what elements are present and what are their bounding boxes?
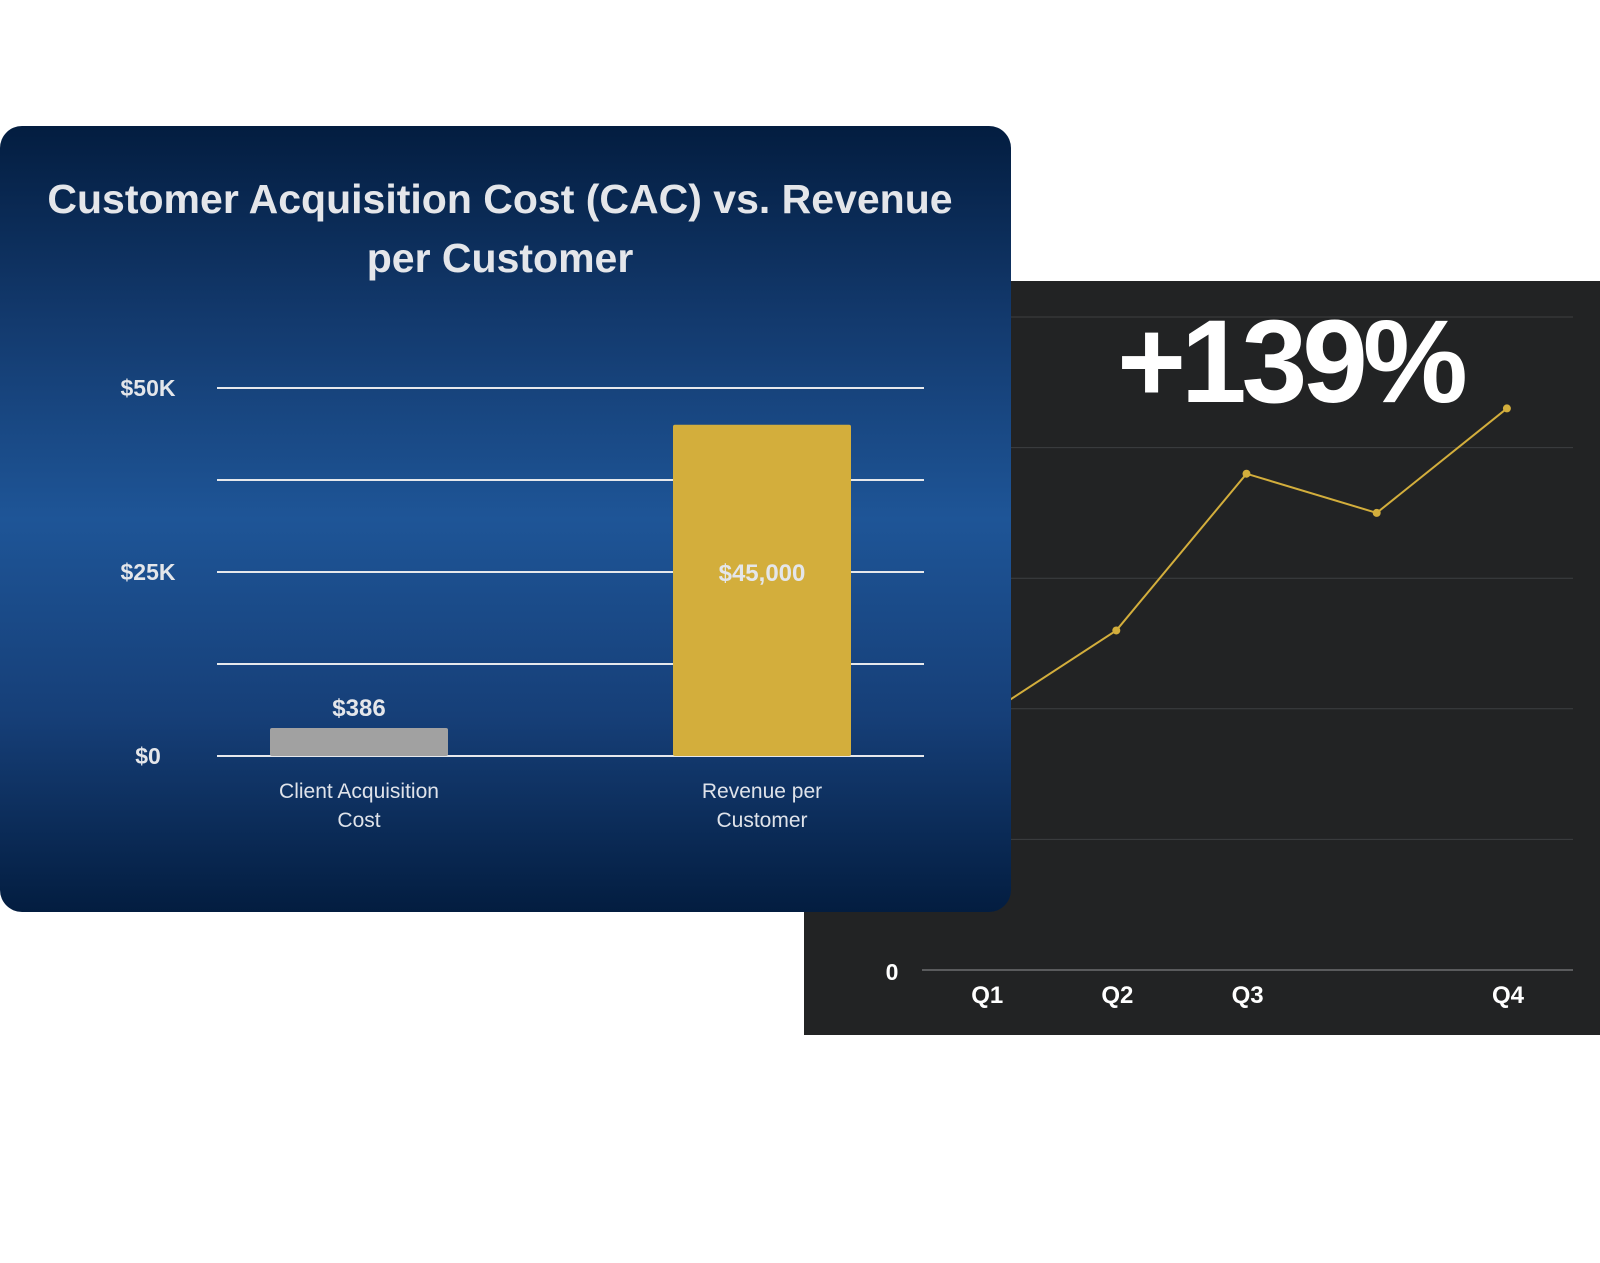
cac-bar-chart-card: $0 $25K $50K $386 Client Acquisition Cost $45,… (0, 126, 1011, 912)
bar-category-label-0-line-0: Client Acquisition (279, 780, 439, 803)
bar-ytick-label-1: $25K (121, 559, 176, 585)
bar-value-label-0: $386 (332, 695, 385, 722)
bar-value-label-1: $45,000 (719, 560, 806, 587)
growth-point-2 (1242, 469, 1251, 478)
growth-point-3 (1372, 508, 1381, 517)
cac-bar-chart: $0 $25K $50K $386 Client Acquisition Cost $45,… (121, 375, 924, 832)
bar-category-label-1-line-0: Revenue per (702, 780, 822, 803)
line-xtick-label-2: Q3 (1232, 982, 1264, 1009)
growth-percentage-headline: +139% (1117, 296, 1468, 428)
bar-ytick-label-0: $0 (135, 743, 161, 769)
bar-chart-title: Customer Acquisition Cost (CAC) vs. Reve… (47, 176, 953, 281)
bar-category-label-1-line-1: Customer (716, 809, 807, 832)
bar-client-acquisition-cost (270, 728, 448, 756)
line-xtick-label-3: Q4 (1492, 982, 1525, 1009)
bar-category-label-0-line-1: Cost (337, 809, 380, 832)
line-ytick-label-0: 0 (886, 959, 899, 985)
growth-point-1 (1112, 626, 1121, 635)
line-xtick-label-1: Q2 (1101, 982, 1133, 1009)
growth-point-4 (1502, 404, 1511, 413)
growth-series-line (985, 407, 1508, 717)
bar-ytick-label-2: $50K (121, 375, 176, 401)
bar-revenue-per-customer (673, 424, 851, 756)
line-xtick-label-0: Q1 (971, 982, 1003, 1009)
